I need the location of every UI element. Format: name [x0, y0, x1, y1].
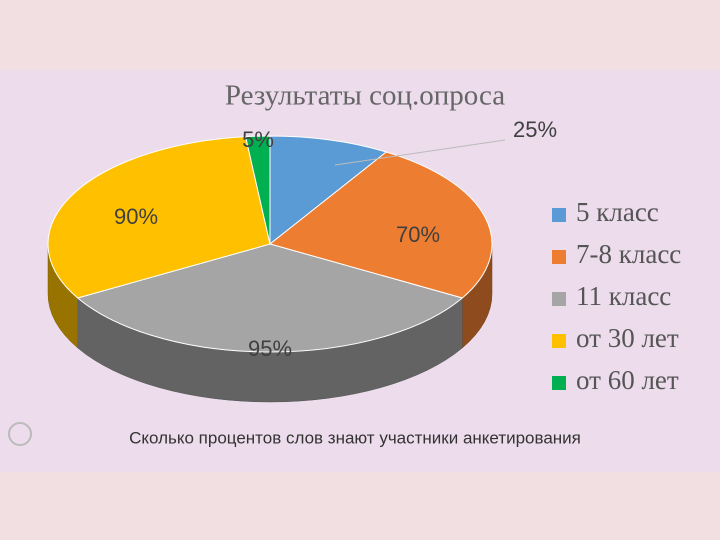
data-label: 5%	[242, 127, 274, 152]
data-label: 95%	[248, 336, 292, 361]
slice	[244, 135, 271, 245]
legend-swatch	[552, 292, 566, 306]
data-label: 25%	[513, 117, 557, 142]
legend-swatch	[552, 334, 566, 348]
leader-line	[334, 139, 506, 166]
slice	[47, 136, 271, 299]
chart-caption: Сколько процентов слов знают участники а…	[129, 428, 581, 447]
legend-swatch	[552, 376, 566, 390]
legend-label: от 60 лет	[576, 365, 679, 395]
slice	[268, 151, 493, 299]
legend-swatch	[552, 250, 566, 264]
legend-label: 11 класс	[576, 281, 671, 311]
data-label: 90%	[114, 204, 158, 229]
legend-swatch	[552, 208, 566, 222]
legend-label: 5 класс	[576, 197, 659, 227]
data-label: 70%	[396, 222, 440, 247]
legend-label: 7-8 класс	[576, 239, 681, 269]
chart-title: Результаты соц.опроса	[225, 80, 505, 112]
slice	[269, 135, 388, 246]
logo	[8, 422, 32, 446]
legend-label: от 30 лет	[576, 323, 679, 353]
